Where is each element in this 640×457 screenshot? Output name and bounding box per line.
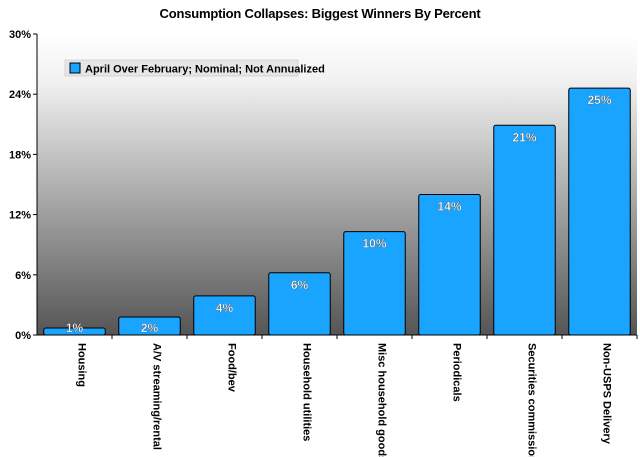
x-tick-label: Misc household goods (376, 343, 388, 457)
x-tick-label: Household utilities (301, 343, 313, 441)
bar (493, 124, 556, 336)
legend-box (64, 59, 299, 77)
data-label: 21% (512, 130, 536, 144)
y-tick-label: 0% (15, 330, 31, 342)
legend-label: April Over February; Nominal; Not Annual… (85, 64, 325, 76)
data-label: 14% (437, 200, 461, 214)
bar (193, 295, 256, 336)
bar (418, 194, 481, 336)
x-tick-label: Non-USPS Delivery (601, 343, 613, 445)
bar (268, 272, 331, 336)
x-tick-label: Food/bev (226, 343, 238, 393)
data-label: 25% (587, 93, 611, 107)
chart-title: Consumption Collapses: Biggest Winners B… (159, 6, 481, 21)
y-tick-label: 30% (9, 29, 31, 41)
x-tick-label: Housing (76, 343, 88, 387)
bar (43, 327, 106, 336)
bar (118, 316, 181, 336)
legend-swatch (69, 62, 81, 74)
data-label: 1% (66, 321, 84, 335)
bar (568, 87, 631, 336)
y-tick-label: 18% (9, 149, 31, 161)
data-label: 6% (291, 278, 309, 292)
bar (343, 231, 406, 336)
data-label: 4% (216, 301, 234, 315)
data-label: 2% (141, 321, 159, 335)
data-label: 10% (362, 237, 386, 251)
x-tick-label: Securities commissions (526, 343, 538, 457)
y-tick-label: 6% (15, 270, 31, 282)
x-tick-label: A/V streaming/rental (151, 343, 163, 450)
y-tick-label: 12% (9, 210, 31, 222)
x-tick-label: Periodicals (451, 343, 463, 402)
y-tick-label: 24% (9, 89, 31, 101)
